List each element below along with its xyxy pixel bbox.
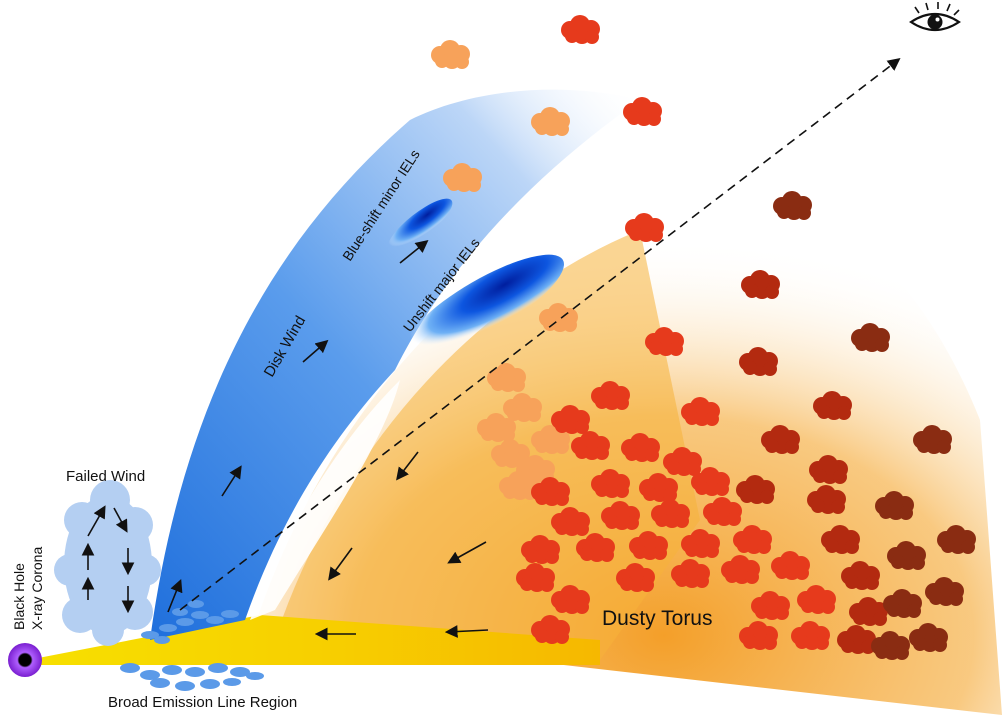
wind-inner-gap bbox=[250, 380, 400, 620]
failed-wind-arrows bbox=[81, 505, 135, 614]
unshift-iel-region bbox=[405, 254, 565, 356]
blue-shift-iel-region bbox=[387, 198, 453, 252]
wind-outflow-arrows bbox=[167, 239, 429, 613]
black-hole-icon bbox=[8, 643, 42, 677]
inflow-arrows bbox=[314, 451, 489, 641]
eye-icon bbox=[909, 2, 961, 32]
label-xray-corona: X-ray Corona bbox=[29, 547, 45, 630]
accretion-disk bbox=[28, 615, 600, 665]
blr-clouds bbox=[120, 600, 264, 691]
label-failed-wind: Failed Wind bbox=[66, 468, 145, 485]
label-blr: Broad Emission Line Region bbox=[108, 694, 297, 711]
label-dusty-torus: Dusty Torus bbox=[602, 607, 713, 630]
label-black-hole: Black Hole bbox=[11, 563, 27, 630]
disk-wind-cone bbox=[150, 89, 640, 640]
failed-wind-cloud bbox=[54, 480, 161, 646]
line-of-sight bbox=[179, 58, 901, 611]
